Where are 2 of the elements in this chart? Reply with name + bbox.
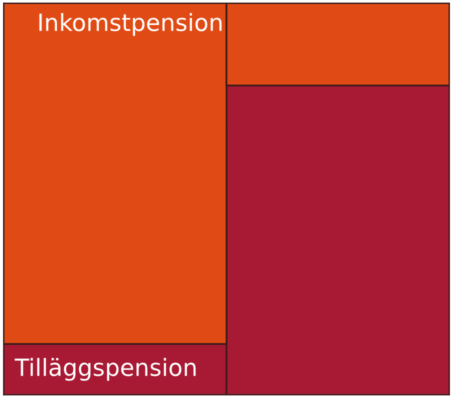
series-label: Inkomstpension — [39, 12, 222, 36]
series-label: Tilläggspension — [14, 358, 196, 381]
